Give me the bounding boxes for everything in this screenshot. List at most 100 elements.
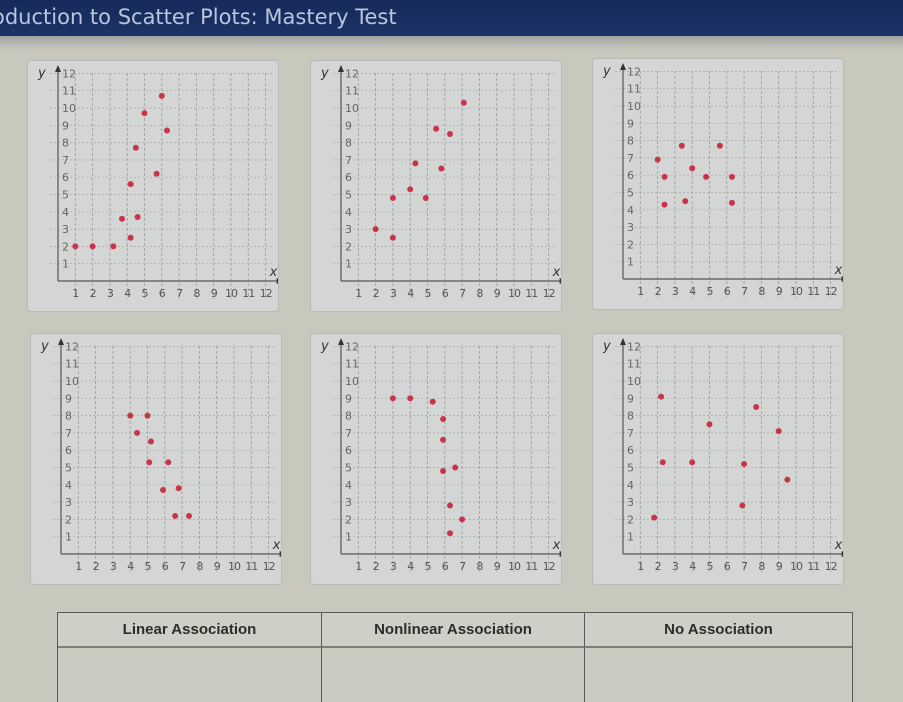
column-header-linear: Linear Association	[58, 613, 322, 648]
svg-text:5: 5	[707, 285, 714, 298]
svg-text:1: 1	[627, 256, 634, 269]
svg-text:4: 4	[627, 204, 634, 217]
svg-text:12: 12	[260, 287, 272, 300]
svg-text:11: 11	[627, 83, 641, 96]
svg-text:5: 5	[142, 287, 149, 300]
svg-text:8: 8	[196, 560, 203, 573]
svg-text:3: 3	[672, 560, 679, 573]
svg-text:11: 11	[242, 287, 254, 300]
svg-text:8: 8	[193, 287, 200, 300]
drop-zone-none[interactable]	[585, 648, 852, 702]
svg-text:4: 4	[65, 479, 72, 492]
drop-zone-nonlinear[interactable]	[322, 648, 585, 702]
svg-text:4: 4	[627, 479, 634, 492]
svg-text:11: 11	[525, 560, 537, 573]
svg-text:1: 1	[72, 287, 78, 300]
svg-text:3: 3	[627, 496, 634, 509]
svg-text:2: 2	[627, 238, 634, 251]
svg-text:12: 12	[65, 340, 79, 353]
svg-text:2: 2	[627, 513, 634, 526]
svg-text:12: 12	[345, 67, 359, 80]
scatter-plot-3[interactable]: y x 1 2 3 4 5 6 7 8 9 10 11 12 1 2 3 4 5 6 7 8 9 10 11 12	[592, 58, 844, 310]
page-title: oduction to Scatter Plots: Mastery Test	[0, 5, 397, 29]
svg-text:1: 1	[627, 531, 634, 544]
svg-text:5: 5	[145, 560, 152, 573]
svg-text:9: 9	[65, 392, 72, 405]
svg-text:7: 7	[459, 560, 466, 573]
svg-text:y: y	[320, 339, 329, 354]
svg-text:2: 2	[373, 287, 379, 300]
svg-text:12: 12	[627, 340, 641, 353]
svg-text:6: 6	[627, 444, 634, 457]
svg-text:6: 6	[345, 444, 352, 457]
svg-text:5: 5	[65, 462, 72, 475]
svg-text:x: x	[272, 538, 281, 553]
svg-text:2: 2	[62, 240, 69, 253]
svg-text:12: 12	[627, 65, 641, 78]
svg-text:4: 4	[345, 206, 352, 219]
svg-text:10: 10	[225, 287, 238, 300]
svg-text:4: 4	[345, 479, 352, 492]
svg-text:10: 10	[62, 102, 76, 115]
drop-zone-linear[interactable]	[58, 648, 322, 702]
svg-text:9: 9	[214, 560, 221, 573]
svg-text:4: 4	[407, 560, 414, 573]
scatter-plot-4[interactable]: y x 1 2 3 4 5 6 7 8 9 10 11 12 1 2 3 4 5 6 7 8 9 10 11 12	[30, 333, 282, 585]
svg-text:9: 9	[345, 392, 352, 405]
svg-text:10: 10	[508, 287, 521, 300]
svg-text:4: 4	[124, 287, 131, 300]
svg-text:2: 2	[90, 287, 96, 300]
scatter-plot-5[interactable]: y x 1 2 3 4 5 6 7 8 9 10 11 12 1 2 3 4 5 6 7 8 9 10 11 12	[310, 333, 562, 585]
svg-text:7: 7	[65, 427, 72, 440]
svg-text:4: 4	[127, 560, 134, 573]
svg-text:2: 2	[93, 560, 99, 573]
scatter-plot-6[interactable]: y x 1 2 3 4 5 6 7 8 9 10 11 12 1 2 3 4 5 6 7 8 9 10 11 12	[592, 333, 844, 585]
svg-text:12: 12	[825, 560, 837, 573]
svg-text:8: 8	[476, 287, 483, 300]
svg-text:3: 3	[390, 560, 397, 573]
svg-text:2: 2	[373, 560, 379, 573]
svg-text:5: 5	[707, 560, 714, 573]
page-title-bar: oduction to Scatter Plots: Mastery Test	[0, 0, 903, 36]
svg-text:1: 1	[637, 560, 643, 573]
svg-text:6: 6	[442, 287, 449, 300]
svg-text:4: 4	[407, 287, 414, 300]
svg-text:6: 6	[442, 560, 449, 573]
svg-text:3: 3	[62, 223, 69, 236]
svg-text:2: 2	[65, 513, 72, 526]
svg-text:9: 9	[776, 560, 783, 573]
scatter-plot-1[interactable]: y x 1 2 3 4 5 6 7 8 9 10 11 12 1 2 3 4 5 6 7 8 9 10 11 12	[27, 60, 279, 312]
svg-text:x: x	[552, 265, 561, 280]
svg-text:12: 12	[345, 340, 359, 353]
svg-text:11: 11	[245, 560, 257, 573]
svg-text:5: 5	[627, 187, 634, 200]
svg-text:1: 1	[65, 531, 72, 544]
svg-text:7: 7	[741, 560, 748, 573]
svg-text:y: y	[602, 339, 611, 354]
svg-text:8: 8	[345, 410, 352, 423]
svg-text:11: 11	[62, 85, 76, 98]
svg-text:1: 1	[355, 287, 361, 300]
svg-text:x: x	[552, 538, 561, 553]
svg-text:3: 3	[672, 285, 679, 298]
svg-text:y: y	[37, 66, 46, 81]
svg-text:3: 3	[110, 560, 117, 573]
svg-text:x: x	[834, 538, 843, 553]
svg-text:5: 5	[62, 189, 69, 202]
svg-text:1: 1	[345, 258, 352, 271]
svg-text:12: 12	[62, 67, 76, 80]
scatter-plot-2[interactable]: y x 1 2 3 4 5 6 7 8 9 10 11 12 1 2 3 4 5 6 7 8 9 10 11 12	[310, 60, 562, 312]
svg-text:4: 4	[689, 285, 696, 298]
header-shadow	[0, 36, 903, 50]
svg-text:6: 6	[159, 287, 166, 300]
svg-text:y: y	[602, 64, 611, 79]
svg-text:7: 7	[627, 427, 634, 440]
svg-text:7: 7	[62, 154, 69, 167]
svg-text:8: 8	[476, 560, 483, 573]
svg-text:11: 11	[65, 358, 79, 371]
svg-text:9: 9	[62, 119, 69, 132]
svg-text:12: 12	[825, 285, 837, 298]
